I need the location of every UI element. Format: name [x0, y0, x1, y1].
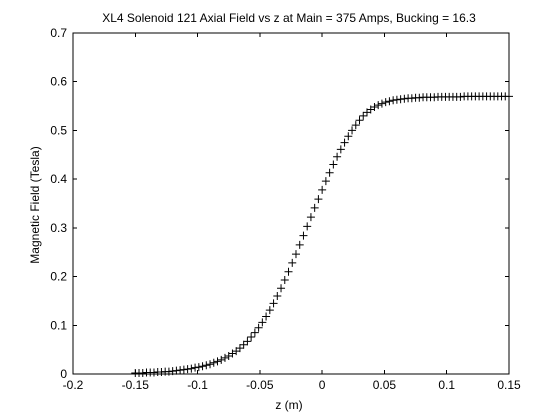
y-ticks: 0 0.1 0.2 0.3 0.4 0.5 0.6 0.7 [50, 26, 509, 381]
chart-title: XL4 Solenoid 121 Axial Field vs z at Mai… [102, 11, 476, 25]
data-point [295, 240, 304, 249]
x-tick-label: 0.05 [373, 378, 397, 392]
data-point [299, 231, 308, 240]
data-point [235, 344, 244, 353]
data-point [306, 213, 315, 222]
y-tick-label: 0.7 [50, 26, 67, 40]
data-point [318, 185, 327, 194]
data-point [359, 111, 368, 120]
data-point [273, 292, 282, 301]
data-point [374, 101, 383, 110]
x-tick-label: -0.2 [63, 378, 84, 392]
data-point [262, 312, 271, 321]
data-point [310, 203, 319, 212]
data-point [377, 99, 386, 108]
data-point [284, 267, 293, 276]
x-tick-label: 0 [319, 378, 326, 392]
data-point [194, 363, 203, 372]
data-point [381, 98, 390, 107]
data-point [220, 353, 229, 362]
x-ticks: -0.2 -0.15 -0.1 -0.05 0 0.05 0.1 0.15 [63, 33, 521, 392]
data-point [269, 299, 278, 308]
data-point [198, 362, 207, 371]
data-point [505, 92, 513, 101]
data-point [209, 358, 218, 367]
data-point [258, 318, 267, 327]
data-point [254, 323, 263, 332]
x-tick-label: 0.15 [497, 378, 521, 392]
data-point [250, 328, 259, 337]
data-point [243, 337, 252, 346]
y-tick-label: 0.5 [50, 123, 67, 137]
y-tick-label: 0 [60, 367, 67, 381]
data-point [344, 132, 353, 141]
data-point [370, 103, 379, 112]
y-tick-label: 0.4 [50, 172, 67, 186]
data-markers [131, 92, 513, 378]
data-point [325, 168, 334, 177]
data-point [217, 355, 226, 364]
data-point [288, 258, 297, 267]
data-point [348, 126, 357, 135]
data-point [355, 116, 364, 125]
data-point [187, 364, 196, 373]
data-point [321, 177, 330, 186]
data-point [333, 152, 342, 161]
data-point [277, 284, 286, 293]
data-point [247, 332, 256, 341]
x-tick-label: -0.05 [246, 378, 274, 392]
y-tick-label: 0.1 [50, 318, 67, 332]
data-point [206, 360, 215, 369]
y-tick-label: 0.6 [50, 75, 67, 89]
data-point [202, 361, 211, 370]
data-point [291, 250, 300, 259]
data-point [336, 145, 345, 154]
data-point [314, 195, 323, 204]
x-axis-label: z (m) [275, 398, 302, 412]
data-point [340, 138, 349, 147]
data-point [385, 97, 394, 106]
data-point [329, 160, 338, 169]
y-tick-label: 0.3 [50, 221, 67, 235]
data-point [280, 275, 289, 284]
y-tick-label: 0.2 [50, 270, 67, 284]
data-point [303, 222, 312, 231]
data-point [265, 306, 274, 315]
data-point [239, 340, 248, 349]
x-tick-label: -0.15 [122, 378, 150, 392]
y-axis-label: Magnetic Field (Tesla) [28, 146, 42, 263]
x-tick-label: -0.1 [187, 378, 208, 392]
axes-frame [72, 32, 510, 375]
x-tick-label: 0.1 [438, 378, 455, 392]
data-point [213, 357, 222, 366]
data-point [351, 121, 360, 130]
plot-area [72, 32, 510, 375]
